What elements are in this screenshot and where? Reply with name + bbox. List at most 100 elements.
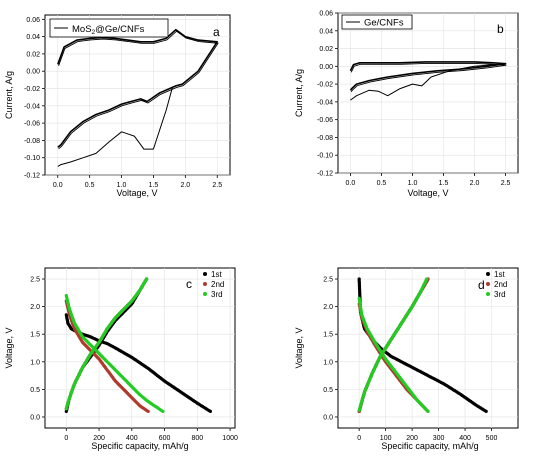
y-tick-label: -0.02 <box>24 86 40 93</box>
y-axis-label: Voltage, V <box>294 327 304 368</box>
y-tick-label: 1.5 <box>30 332 40 339</box>
series-group <box>349 61 507 101</box>
plot-frame <box>337 12 519 174</box>
legend-label-3rd: 3rd <box>494 290 506 299</box>
legend-label-ge: Ge/CNFs <box>364 18 404 29</box>
y-tick-label: 0.0 <box>30 414 40 421</box>
x-tick-label: 1.5 <box>149 182 159 189</box>
y-tick-label: 0.04 <box>319 28 333 35</box>
x-tick-label: 800 <box>191 435 203 442</box>
x-tick-label: 500 <box>486 435 498 442</box>
x-tick-label: 100 <box>380 435 392 442</box>
x-tick-label: 0.5 <box>85 182 95 189</box>
cv-curve-2 <box>57 86 174 167</box>
y-tick-label: 0.06 <box>26 17 40 24</box>
x-tick-label: 200 <box>93 435 105 442</box>
cv-curve-cycle <box>58 30 219 150</box>
legend-label-2nd: 2nd <box>494 280 507 289</box>
data-point-3rd <box>161 409 165 413</box>
y-tick-label: 0.5 <box>30 387 40 394</box>
x-tick-label: 300 <box>433 435 445 442</box>
y-tick-label: 0.02 <box>319 46 333 53</box>
legend-label-1st: 1st <box>211 270 222 279</box>
x-tick-label: 0 <box>357 435 361 442</box>
legend: MoS2@Ge/CNFs <box>49 18 169 38</box>
y-tick-label: -0.04 <box>24 103 40 110</box>
legend-marker-3rd <box>203 292 207 296</box>
legend-marker-2nd <box>203 282 207 286</box>
y-tick-label: 1.5 <box>323 332 333 339</box>
y-tick-label: -0.04 <box>317 99 333 106</box>
series-group <box>57 28 219 167</box>
panel-letter-c: c <box>186 277 192 291</box>
legend-marker-3rd <box>486 292 490 296</box>
data-point-1st <box>208 409 212 413</box>
x-tick-label: 2.0 <box>180 182 190 189</box>
y-tick-label: 2.0 <box>30 304 40 311</box>
y-tick-label: -0.12 <box>24 173 40 180</box>
axis-ticks: 0.0 0.5 1.0 1.5 2.0 2.5 -0.12 -0.10 -0.08 -0.06 -0… <box>317 11 511 188</box>
panel-letter-b: b <box>497 22 504 36</box>
y-tick-label: 1.0 <box>30 359 40 366</box>
gridlines <box>338 268 518 428</box>
y-tick-label: 0.02 <box>26 51 40 58</box>
y-tick-label: -0.08 <box>24 138 40 145</box>
y-tick-label: 0.00 <box>26 69 40 76</box>
data-point-3rd <box>426 409 430 413</box>
data-point-3rd <box>425 277 429 281</box>
plot-frame <box>337 267 519 429</box>
panel-letter-d: d <box>478 278 485 292</box>
y-tick-label: 0.00 <box>319 64 333 71</box>
y-tick-label: 2.0 <box>323 304 333 311</box>
legend-label-mos2: MoS2@Ge/CNFs <box>72 24 145 36</box>
x-tick-label: 1.0 <box>117 182 127 189</box>
y-axis-label: Current, A/g <box>294 69 304 117</box>
x-axis-label: Specific capacity, mAh/g <box>91 441 188 451</box>
x-tick-label: 1000 <box>222 435 238 442</box>
x-tick-label: 0.0 <box>53 182 63 189</box>
cv-curve-cycle <box>350 62 507 93</box>
legend-marker-2nd <box>486 282 490 286</box>
legend-label-2nd: 2nd <box>211 280 224 289</box>
x-tick-label: 600 <box>159 435 171 442</box>
data-point-3rd <box>145 277 149 281</box>
legend-box <box>341 14 413 30</box>
y-tick-label: 0.5 <box>323 387 333 394</box>
legend-marker-1st <box>203 272 207 276</box>
y-tick-label: -0.10 <box>24 155 40 162</box>
axis-ticks: 0 100 200 300 400 500 0.0 0.5 1.0 1.5 2.0 2.5 <box>323 277 497 442</box>
series-group <box>64 277 212 413</box>
plot-frame <box>44 267 236 429</box>
x-tick-label: 0 <box>64 435 68 442</box>
panel-d: 0 100 200 300 400 500 0.0 0.5 1.0 1.5 2.0 2.5 1st2n… <box>294 267 519 451</box>
x-tick-label: 400 <box>126 435 138 442</box>
data-point-1st <box>484 409 488 413</box>
panel-letter-a: a <box>213 25 220 39</box>
panel-c: 0 200 400 600 800 1000 0.0 0.5 1.0 1.5 2.0 2.5 1st2… <box>4 267 238 451</box>
x-tick-label: 1.5 <box>439 180 449 187</box>
plot-frame <box>44 14 231 176</box>
x-tick-label: 2.0 <box>470 180 480 187</box>
axis-ticks: 0.0 0.5 1.0 1.5 2.0 2.5 -0.12 -0.10 -0.08 -0.06 -0… <box>24 17 222 189</box>
x-tick-label: 0.5 <box>377 180 387 187</box>
panel-a: 0.0 0.5 1.0 1.5 2.0 2.5 -0.12 -0.10 -0.08 -0.06 -0… <box>4 14 231 198</box>
x-tick-label: 200 <box>406 435 418 442</box>
y-tick-label: -0.02 <box>317 82 333 89</box>
legend-label-1st: 1st <box>494 270 505 279</box>
y-tick-label: 2.5 <box>30 277 40 284</box>
y-tick-label: 0.04 <box>26 34 40 41</box>
y-tick-label: 0.06 <box>319 11 333 18</box>
gridlines <box>338 12 518 174</box>
y-axis-label: Current, A/g <box>4 71 14 119</box>
gridlines <box>45 15 230 176</box>
x-tick-label: 0.0 <box>346 180 356 187</box>
x-tick-label: 2.5 <box>501 180 511 187</box>
y-tick-label: 2.5 <box>323 277 333 284</box>
y-tick-label: -0.06 <box>24 121 40 128</box>
x-axis-label: Specific capacity, mAh/g <box>381 441 478 451</box>
y-tick-label: 1.0 <box>323 359 333 366</box>
cv-curve-2 <box>350 63 506 101</box>
